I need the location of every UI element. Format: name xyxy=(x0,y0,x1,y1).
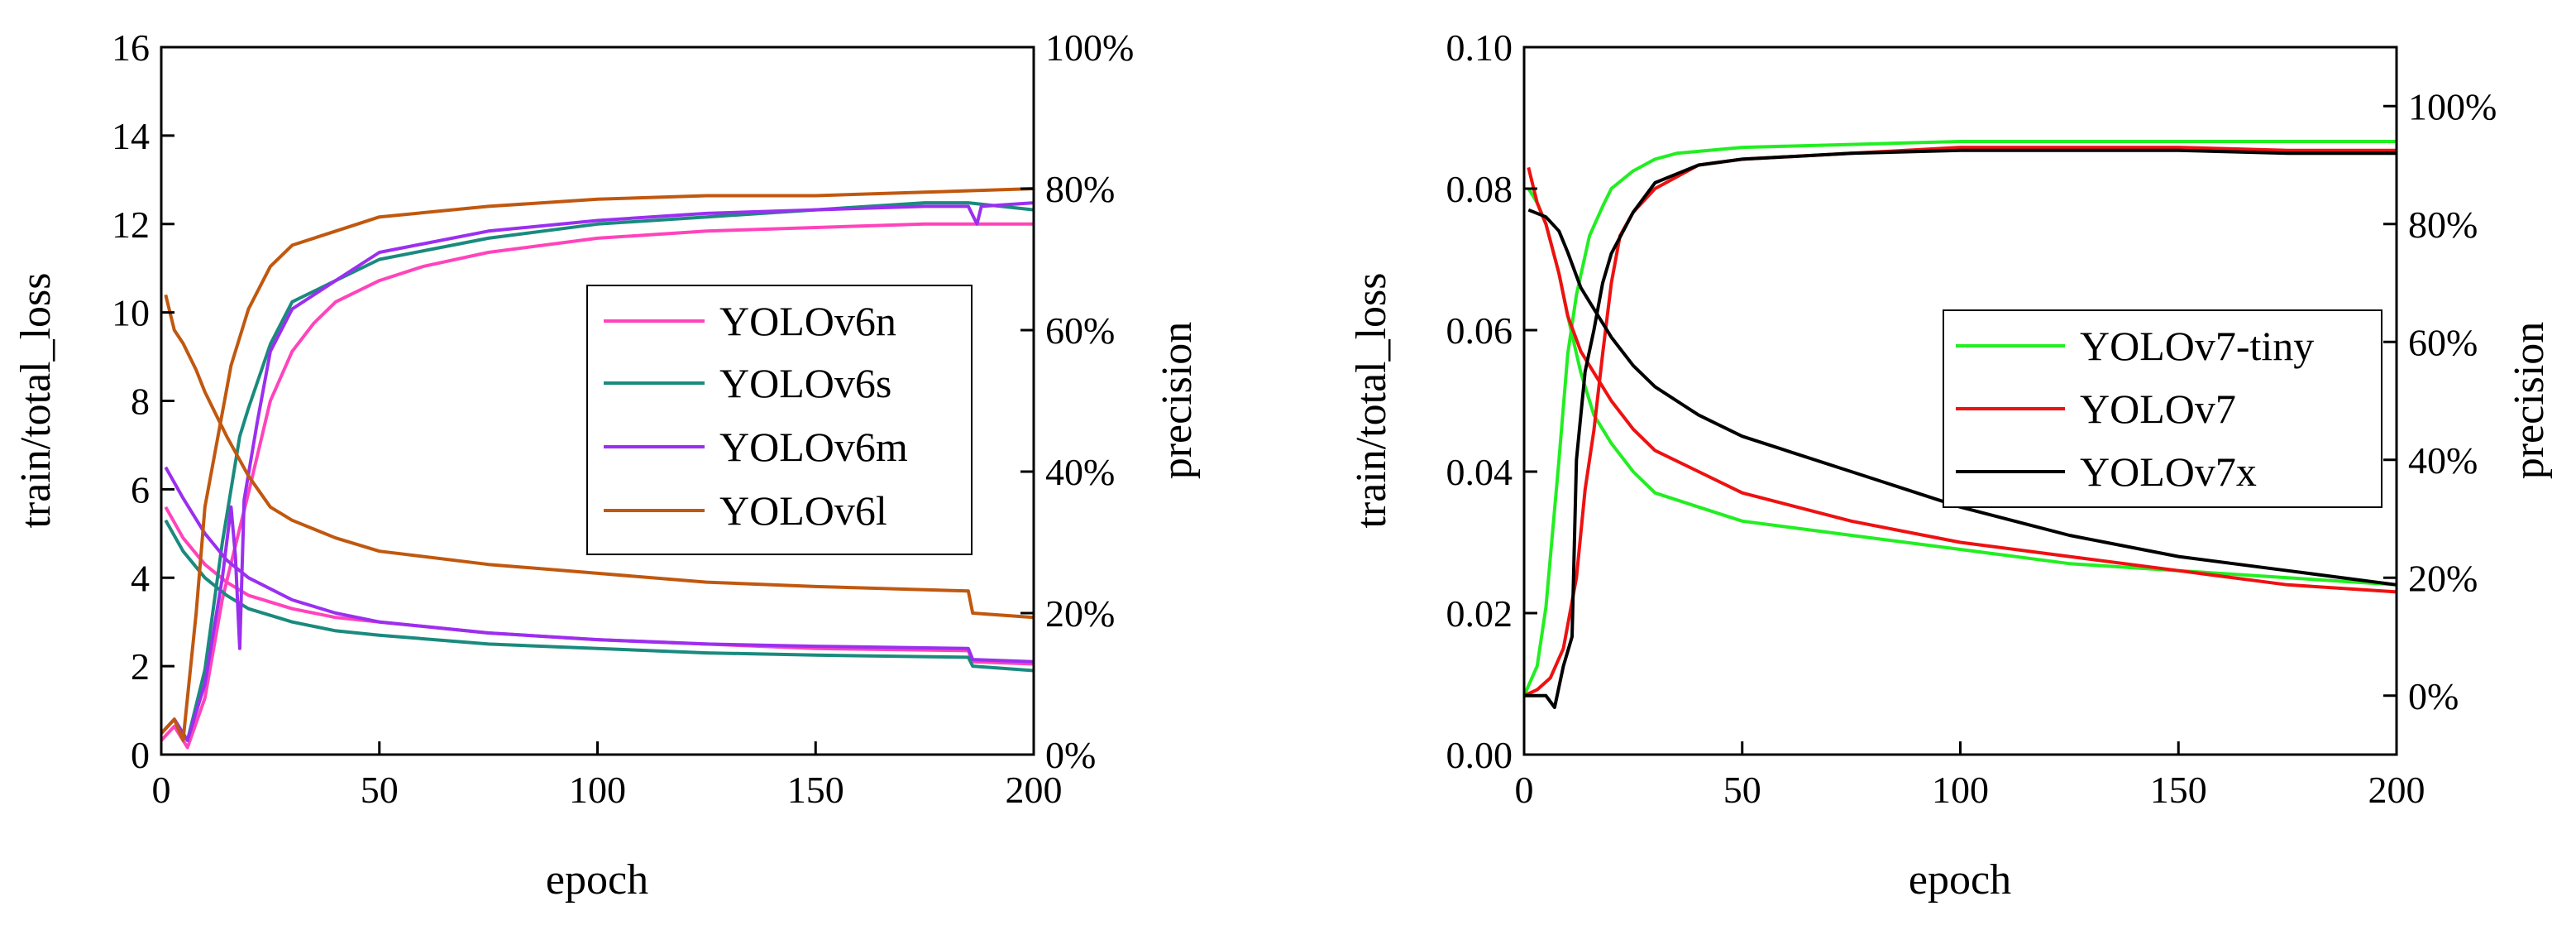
y2-tick-label-right: 0% xyxy=(2408,675,2459,717)
y-axis-title-left: train/total_loss xyxy=(12,272,60,528)
y2-axis-title-right: precision xyxy=(2506,322,2553,480)
y-tick-label-left: 16 xyxy=(112,26,150,69)
y-tick-label-left: 2 xyxy=(131,645,150,688)
x-tick-label-right: 100 xyxy=(1932,769,1989,811)
x-tick-label-left: 50 xyxy=(361,769,399,811)
y2-tick-label-left: 0% xyxy=(1045,734,1096,776)
legend-label-yolov6n: YOLOv6n xyxy=(719,298,896,344)
y2-tick-label-right: 40% xyxy=(2408,439,2478,482)
y-tick-label-left: 10 xyxy=(112,292,150,334)
y2-tick-label-left: 40% xyxy=(1045,451,1115,493)
loss-line-yolov7 xyxy=(1527,166,2397,594)
precision-line-yolov6n xyxy=(160,222,1034,750)
y2-tick-label-left: 100% xyxy=(1045,26,1134,69)
y2-tick-label-right: 80% xyxy=(2408,204,2478,246)
x-tick-label-right: 0 xyxy=(1515,769,1534,811)
legend-label-yolov7: YOLOv7 xyxy=(2080,386,2236,432)
y-tick-label-left: 6 xyxy=(131,468,150,511)
y2-tick-label-left: 60% xyxy=(1045,309,1115,352)
legend-label-yolov6m: YOLOv6m xyxy=(719,424,908,470)
legend-label-yolov7x: YOLOv7x xyxy=(2080,448,2257,495)
y2-tick-label-right: 60% xyxy=(2408,321,2478,363)
y-tick-label-left: 0 xyxy=(131,734,150,776)
y2-axis-title-left: precision xyxy=(1154,322,1201,480)
loss-line-yolov6s xyxy=(164,519,1035,673)
loss-line-yolov7x xyxy=(1527,208,2397,587)
y-tick-label-left: 4 xyxy=(131,557,150,599)
y-tick-label-right: 0.10 xyxy=(1446,26,1513,69)
ticks-layer-right: 0 50 100 150 200 0.00 0.02 0.04 0.06 0.08 0.10 0% 20… xyxy=(1446,26,2497,811)
chart-panel-left: 0 50 100 150 200 0 2 4 6 8 10 12 14 16 0% 20% 40% 60% 80% 1… xyxy=(12,26,1201,904)
loss-line-yolov6l xyxy=(164,294,1035,620)
chart-panel-right: 0 50 100 150 200 0.00 0.02 0.04 0.06 0.08 0.10 0% 20… xyxy=(1348,26,2553,904)
y-tick-label-right: 0.00 xyxy=(1446,734,1513,776)
legend-left: YOLOv6n YOLOv6s YOLOv6m YOLOv6l xyxy=(586,285,973,555)
y-tick-label-right: 0.02 xyxy=(1446,592,1513,635)
y-tick-label-right: 0.08 xyxy=(1446,168,1513,210)
series-layer-left xyxy=(160,187,1035,750)
x-tick-label-right: 200 xyxy=(2368,769,2425,811)
ticks-layer-left: 0 50 100 150 200 0 2 4 6 8 10 12 14 16 0% 20% 40% 60% 80% 1… xyxy=(112,26,1134,811)
y2-tick-label-right: 100% xyxy=(2408,85,2497,127)
loss-line-yolov6m xyxy=(164,466,1035,664)
x-tick-label-left: 200 xyxy=(1006,769,1063,811)
y-tick-label-right: 0.04 xyxy=(1446,451,1513,493)
precision-line-yolov6l xyxy=(160,187,1035,742)
x-axis-title-right: epoch xyxy=(1909,856,2011,904)
precision-line-yolov7x xyxy=(1524,148,2397,709)
x-tick-label-left: 100 xyxy=(569,769,626,811)
legend-label-yolov6s: YOLOv6s xyxy=(719,360,891,406)
series-layer-right xyxy=(1522,140,2397,709)
y-tick-label-left: 8 xyxy=(131,381,150,423)
y2-tick-label-left: 20% xyxy=(1045,592,1115,635)
x-tick-label-left: 0 xyxy=(152,769,171,811)
y-tick-label-left: 14 xyxy=(112,115,150,157)
y-tick-label-left: 12 xyxy=(112,204,150,246)
y2-tick-label-left: 80% xyxy=(1045,168,1115,210)
precision-line-yolov6m xyxy=(160,201,1035,742)
x-tick-label-right: 150 xyxy=(2150,769,2207,811)
y-tick-label-right: 0.06 xyxy=(1446,309,1513,352)
y-axis-title-right: train/total_loss xyxy=(1348,272,1395,528)
x-axis-title-left: epoch xyxy=(546,856,648,904)
legend-label-yolov7-tiny: YOLOv7-tiny xyxy=(2080,323,2314,369)
x-tick-label-left: 150 xyxy=(787,769,844,811)
precision-line-yolov7-tiny xyxy=(1522,140,2397,697)
x-tick-label-right: 50 xyxy=(1723,769,1761,811)
legend-label-yolov6l: YOLOv6l xyxy=(719,487,887,534)
y2-tick-label-right: 20% xyxy=(2408,557,2478,599)
legend-right: YOLOv7-tiny YOLOv7 YOLOv7x xyxy=(1943,309,2382,508)
